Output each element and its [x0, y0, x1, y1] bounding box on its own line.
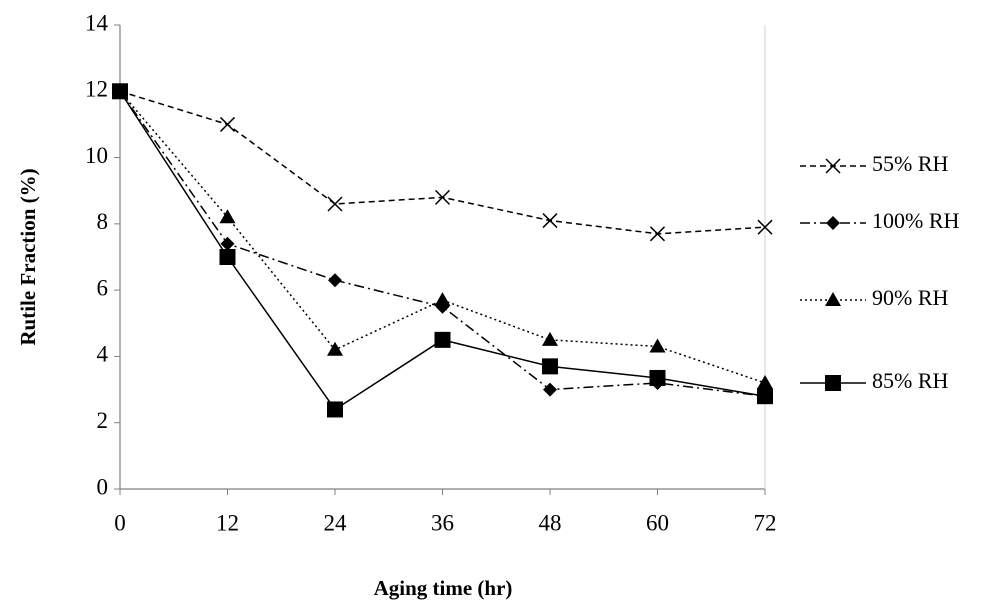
y-tick-label: 10 — [85, 143, 108, 168]
y-tick-label: 2 — [97, 408, 109, 433]
marker — [825, 292, 841, 306]
marker — [112, 83, 128, 100]
marker — [327, 401, 343, 418]
series-line — [119, 90, 766, 235]
marker — [327, 196, 343, 212]
marker — [649, 226, 666, 242]
marker — [219, 209, 236, 224]
y-tick-label: 8 — [97, 209, 109, 234]
series-line — [119, 90, 766, 397]
x-tick-label: 0 — [114, 510, 126, 535]
marker — [826, 216, 840, 230]
marker — [543, 382, 557, 397]
marker — [219, 116, 236, 132]
x-axis-label: Aging time (hr) — [374, 576, 513, 600]
y-tick-label: 12 — [85, 77, 108, 102]
marker — [542, 331, 558, 346]
marker — [757, 388, 773, 405]
marker — [219, 249, 236, 265]
marker — [825, 375, 841, 391]
marker — [825, 158, 841, 174]
legend-label: 100% RH — [872, 208, 960, 233]
x-tick-label: 60 — [646, 510, 669, 535]
marker — [434, 292, 451, 307]
y-tick-label: 6 — [97, 275, 109, 300]
legend-label: 55% RH — [872, 151, 949, 176]
marker — [220, 236, 235, 251]
y-tick-label: 0 — [97, 474, 109, 499]
series-line — [119, 90, 766, 411]
y-tick-label: 14 — [85, 10, 109, 35]
marker — [327, 341, 343, 356]
x-tick-label: 72 — [754, 510, 777, 535]
marker — [434, 189, 451, 205]
marker — [542, 358, 558, 375]
marker — [434, 331, 451, 348]
marker — [649, 369, 666, 386]
marker — [757, 219, 773, 235]
legend-label: 85% RH — [872, 368, 949, 393]
x-tick-label: 24 — [324, 510, 348, 535]
y-tick-label: 4 — [97, 342, 109, 367]
x-tick-label: 48 — [539, 510, 562, 535]
x-tick-label: 36 — [431, 510, 454, 535]
y-axis-label: Rutile Fraction (%) — [16, 168, 40, 345]
marker — [649, 338, 666, 353]
marker — [328, 273, 342, 288]
marker — [542, 213, 558, 229]
x-tick-label: 12 — [216, 510, 239, 535]
marker — [757, 374, 773, 389]
legend-label: 90% RH — [872, 285, 949, 310]
